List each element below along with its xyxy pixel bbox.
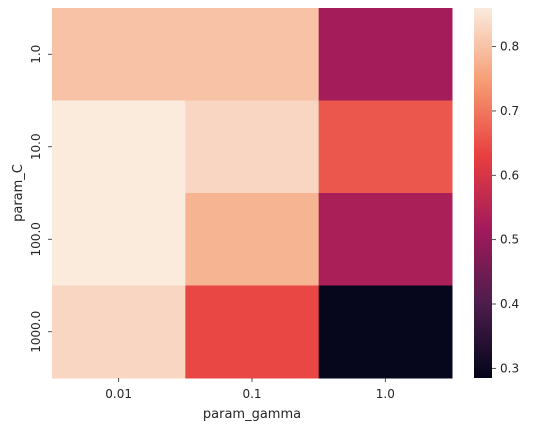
y-axis-ticks: 1.0 10.0 100.0 1000.0 [29,45,52,353]
colorbar-tick-label: 0.4 [500,297,519,311]
colorbar-ticks: 0.3 0.4 0.5 0.6 0.7 0.8 [492,40,519,375]
x-axis-ticks: 0.01 0.1 1.0 [105,378,395,401]
x-tick-label: 0.01 [105,387,132,401]
heatmap-cell [185,285,320,379]
heatmap-cell [185,100,320,194]
y-tick-label: 1000.0 [29,311,43,353]
heatmap-cell [185,8,320,101]
x-tick-label: 1.0 [376,387,395,401]
colorbar [474,8,492,378]
heatmap-cell [318,8,453,101]
y-tick-label: 10.0 [29,133,43,160]
heatmap-cell [185,193,320,286]
heatmap-cell [52,8,186,101]
heatmap-cell [52,285,186,379]
y-axis-label: param_C [11,164,26,222]
colorbar-tick-label: 0.8 [500,40,519,54]
y-tick-label: 100.0 [29,222,43,256]
heatmap-cell [318,285,453,379]
colorbar-tick-label: 0.7 [500,104,519,118]
heatmap-cell [318,100,453,194]
heatmap-cell [52,100,186,194]
x-tick-label: 0.1 [242,387,261,401]
x-axis-label: param_gamma [203,407,301,422]
y-tick-label: 1.0 [29,45,43,64]
heatmap-cell [318,193,453,286]
colorbar-tick-label: 0.3 [500,361,519,375]
colorbar-tick-label: 0.6 [500,168,519,182]
heatmap-cells [52,8,453,379]
colorbar-tick-label: 0.5 [500,233,519,247]
heatmap-cell [52,193,186,286]
